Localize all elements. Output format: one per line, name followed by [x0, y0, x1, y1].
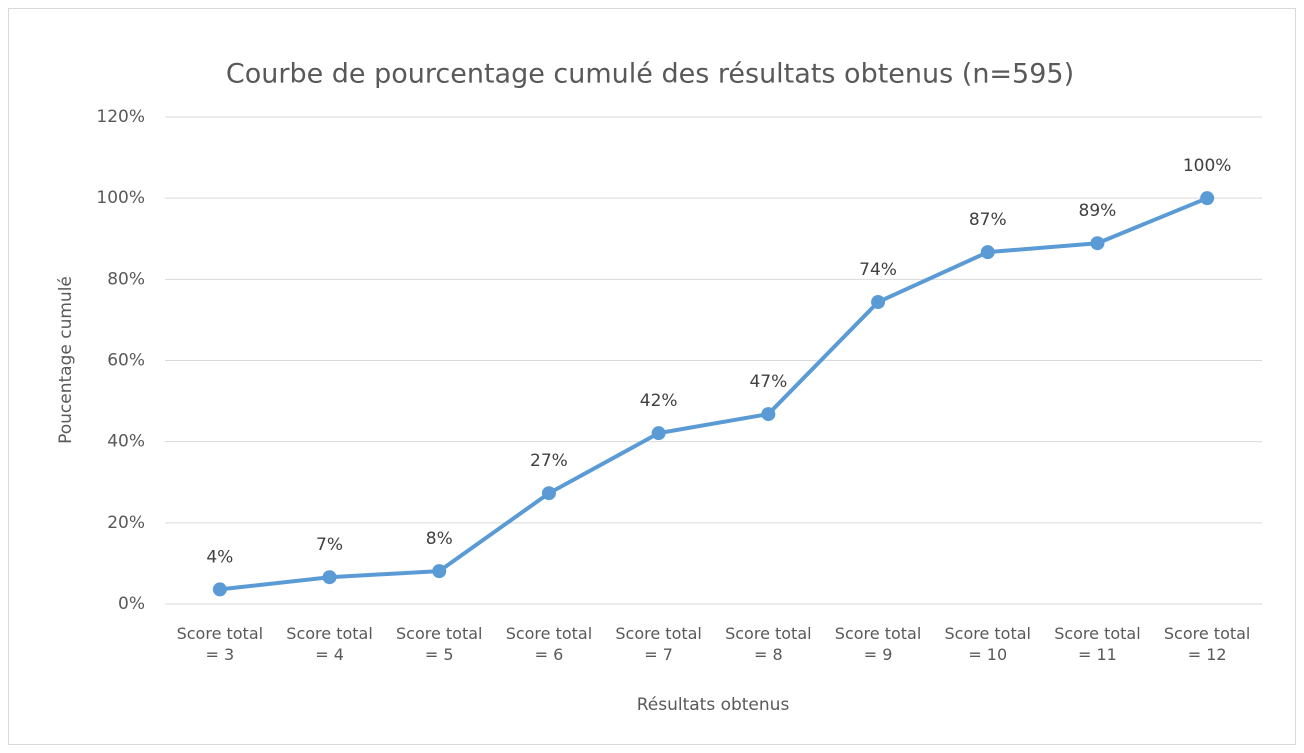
- data-label: 89%: [1079, 201, 1117, 221]
- chart-border: [8, 8, 1296, 745]
- y-tick-label: 40%: [107, 432, 145, 452]
- data-label: 100%: [1183, 156, 1232, 176]
- y-tick-label: 0%: [118, 594, 145, 614]
- y-tick-label: 80%: [107, 269, 145, 289]
- x-tick-label: Score total = 12: [1163, 624, 1251, 664]
- data-label: 7%: [316, 535, 343, 555]
- y-tick-label: 20%: [107, 513, 145, 533]
- data-label: 47%: [749, 372, 787, 392]
- series-line: [219, 196, 1208, 592]
- point: [651, 426, 666, 441]
- data-label: 8%: [426, 529, 453, 549]
- point: [541, 486, 556, 501]
- x-tick-label: Score total = 6: [505, 624, 593, 664]
- point: [871, 295, 886, 310]
- point: [1200, 191, 1215, 206]
- point: [212, 582, 227, 597]
- x-tick-label: Score total = 5: [396, 624, 483, 664]
- x-tick-label: Score total = 9: [834, 624, 922, 664]
- x-tick-label: Score total = 11: [1054, 624, 1141, 664]
- y-tick-label: 100%: [96, 188, 145, 208]
- point: [980, 245, 995, 260]
- y-tick-label: 60%: [107, 351, 145, 371]
- x-tick-label: Score total = 8: [725, 624, 812, 664]
- x-tick-label: Score total = 3: [176, 624, 264, 664]
- x-axis-label: Résultats obtenus: [637, 695, 790, 715]
- chart-title: Courbe de pourcentage cumulé des résulta…: [226, 59, 1074, 90]
- y-tick-label: 120%: [96, 107, 145, 127]
- point: [432, 564, 447, 579]
- point: [761, 407, 776, 422]
- x-tick-label: Score total = 4: [286, 624, 373, 664]
- x-tick-label: Score total = 10: [944, 624, 1031, 664]
- y-axis-label: Poucentage cumulé: [56, 276, 76, 444]
- point: [322, 570, 337, 585]
- data-label: 87%: [969, 210, 1007, 230]
- point: [1090, 236, 1105, 251]
- data-label: 27%: [530, 451, 568, 471]
- data-label: 74%: [859, 260, 897, 280]
- data-label: 42%: [640, 391, 678, 411]
- x-tick-label: Score total = 7: [615, 624, 702, 664]
- data-label: 4%: [206, 547, 233, 567]
